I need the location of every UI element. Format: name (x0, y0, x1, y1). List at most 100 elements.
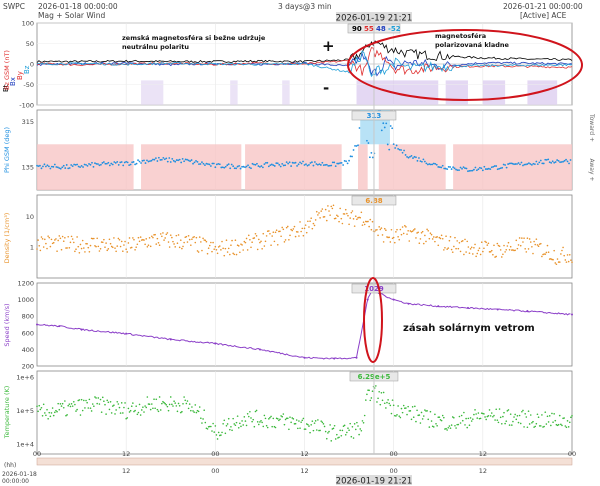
density-point (214, 245, 217, 248)
temperature-point (242, 424, 244, 426)
temperature-point (541, 414, 543, 416)
density-point (498, 245, 501, 247)
temperature-point (389, 404, 392, 407)
temperature-point (539, 425, 542, 427)
density-point (40, 236, 43, 238)
density-point (402, 232, 405, 235)
x-tick-label-bottom: 00 (390, 467, 398, 475)
phi-point (530, 163, 533, 166)
temperature-point (272, 417, 275, 420)
phi-point (554, 161, 557, 163)
temperature-point (567, 426, 570, 428)
density-point (67, 235, 70, 238)
density-point (359, 216, 362, 219)
temperature-point (38, 404, 41, 407)
phi-point (248, 166, 251, 169)
temperature-point (271, 425, 273, 428)
temperature-point (441, 414, 444, 417)
temperature-point (83, 399, 85, 402)
phi-point (483, 165, 486, 168)
phi-point (217, 162, 220, 165)
temperature-point (151, 403, 153, 405)
phi-point (556, 159, 559, 161)
phi-point (76, 163, 79, 166)
mag-y-tick-label: 100 (22, 20, 34, 28)
phi-point (400, 149, 402, 151)
speed-point (125, 332, 128, 335)
density-point (489, 251, 492, 253)
density-point (205, 240, 208, 243)
phi-point (241, 165, 243, 168)
density-point (495, 255, 498, 258)
density-point (311, 227, 314, 230)
temperature-point (195, 411, 198, 414)
temperature-point (566, 420, 569, 422)
phi-point (562, 160, 564, 163)
x-tick-label-top: 00 (211, 450, 219, 458)
density-point (187, 234, 190, 237)
density-point (465, 251, 467, 253)
phi-point (119, 161, 122, 164)
phi-point (102, 161, 105, 163)
temperature-point (61, 402, 64, 405)
density-point (269, 232, 271, 235)
density-point (441, 237, 444, 240)
density-point (544, 253, 547, 255)
temperature-point (325, 437, 328, 440)
phi-point (542, 162, 545, 165)
temperature-point (69, 405, 72, 408)
temperature-point (419, 422, 422, 424)
density-point (552, 258, 554, 261)
phi-point (501, 166, 504, 169)
density-point (566, 254, 569, 256)
phi-point (131, 161, 134, 164)
chart-header: SWPC 2026-01-18 00:00:00 Mag + Solar Win… (0, 0, 600, 22)
phi-point (346, 162, 349, 165)
density-point (447, 247, 450, 249)
density-point (336, 214, 338, 217)
phi-point (73, 163, 76, 166)
phi-point (539, 159, 542, 162)
density-point (571, 261, 573, 263)
phi-point (547, 158, 550, 161)
density-point (424, 234, 426, 237)
phi-point (532, 162, 535, 165)
temperature-point (312, 429, 315, 432)
phi-point (450, 168, 453, 170)
temperature-point (204, 421, 207, 424)
phi-point (331, 161, 334, 164)
temperature-point (156, 408, 159, 411)
density-point (397, 235, 399, 238)
density-point (249, 238, 251, 241)
phi-point (429, 163, 432, 166)
temperature-point (197, 410, 200, 413)
phi-point (111, 163, 114, 166)
density-point (88, 251, 91, 253)
temperature-point (458, 415, 461, 418)
density-point (103, 238, 105, 241)
temperature-point (225, 425, 228, 427)
mag-series-by (36, 47, 573, 76)
density-point (127, 242, 130, 244)
temperature-point (74, 403, 76, 406)
density-point (289, 234, 291, 237)
temperature-point (230, 425, 232, 428)
temperature-point (564, 425, 567, 427)
mag-series-bz (36, 50, 573, 78)
phi-point (342, 164, 345, 166)
temperature-point (385, 407, 387, 409)
temperature-point (489, 415, 492, 417)
temperature-point (414, 405, 416, 408)
temperature-point (279, 418, 281, 421)
phi-point (53, 163, 56, 166)
phi-point (59, 167, 62, 170)
x-tick-label-bottom: 12 (122, 467, 130, 475)
temperature-point (79, 414, 82, 416)
temperature-point (55, 409, 57, 412)
density-point (427, 230, 430, 232)
temperature-point (310, 424, 312, 426)
phi-point (407, 156, 410, 159)
density-point (408, 240, 411, 242)
temperature-point (71, 405, 74, 407)
temperature-point (116, 400, 119, 403)
